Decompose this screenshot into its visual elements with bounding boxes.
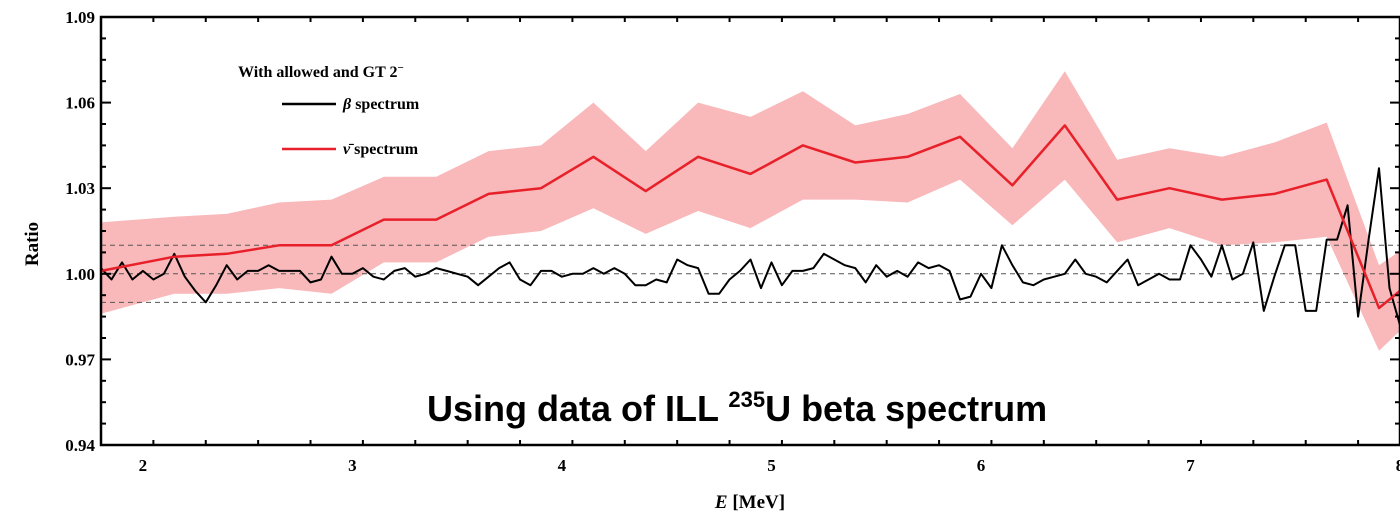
nubar-uncertainty-band	[101, 71, 1400, 351]
y-tick-label-4: 1.06	[65, 94, 95, 113]
y-tick-label-1: 0.97	[65, 350, 95, 369]
legend: With allowed and GT 2− β spectrum ν̄ spe…	[238, 62, 420, 158]
beta-spectrum-line	[101, 167, 1400, 326]
x-axis-label-variable: E	[714, 492, 728, 513]
legend-title: With allowed and GT 2−	[238, 62, 404, 81]
nubar-spectrum-line	[101, 124, 1400, 310]
x-tick-label-7: 7	[1186, 456, 1195, 475]
x-tick-label-5: 5	[767, 456, 776, 475]
data-source-annotation: Using data of ILL 235U beta spectrum	[427, 387, 1047, 429]
legend-entry-nubar: ν̄ spectrum	[343, 141, 419, 158]
y-tick-label-2: 1.00	[65, 265, 95, 284]
x-tick-label-8: 8	[1396, 456, 1400, 475]
y-tick-label-3: 1.03	[65, 179, 95, 198]
x-tick-label-6: 6	[977, 456, 986, 475]
x-tick-label-3: 3	[348, 456, 357, 475]
x-tick-label-4: 4	[558, 456, 567, 475]
plot-area: 2 3 4 5 6 7 8 0.94 0.97 1.00 1.03 1.06 1.09	[65, 8, 1400, 475]
legend-title-superscript: −	[397, 62, 403, 74]
y-axis-label: Ratio	[22, 222, 43, 266]
isotope-mass-number: 235	[728, 387, 765, 412]
y-tick-label-5: 1.09	[65, 8, 95, 27]
legend-entry-beta: β spectrum	[342, 96, 420, 113]
x-axis-label-unit: [MeV]	[732, 492, 785, 513]
y-tick-label-0: 0.94	[65, 436, 95, 455]
x-tick-label-2: 2	[139, 456, 148, 475]
x-axis-label: E [MeV]	[714, 492, 785, 513]
